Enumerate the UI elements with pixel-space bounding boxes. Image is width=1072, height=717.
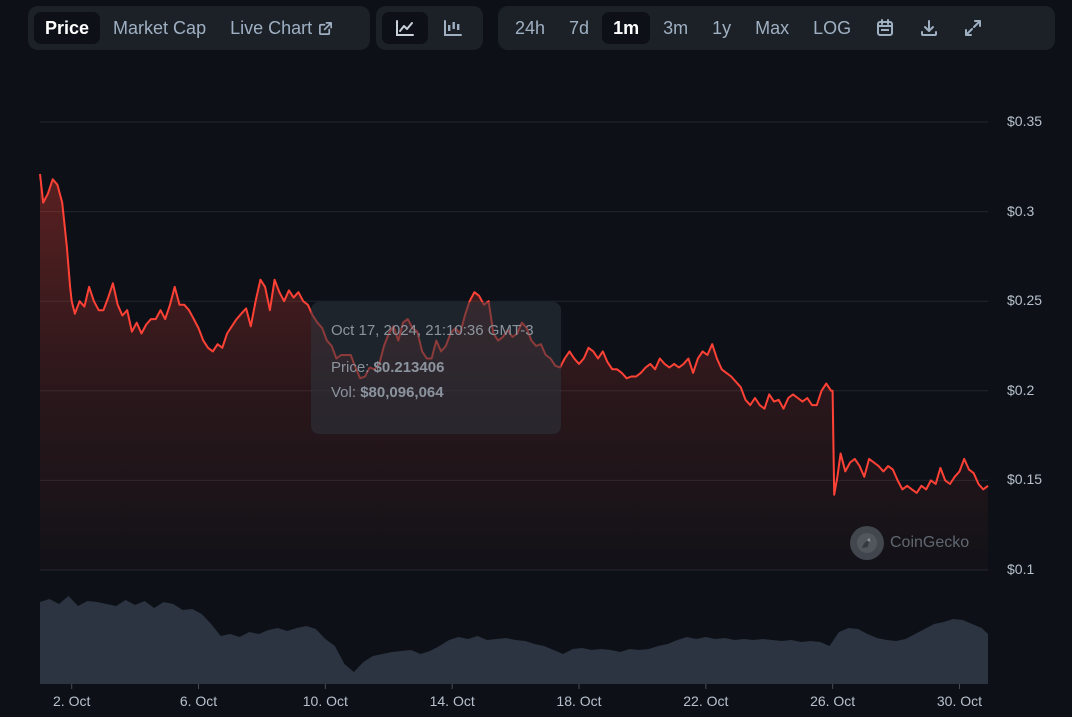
range-3m-button[interactable]: 3m <box>663 17 689 38</box>
chart-tooltip: Oct 17, 2024, 21:10:36 GMT-3 Price: $80,… <box>311 302 561 434</box>
y-axis-tick-label: $0.2 <box>1007 381 1035 398</box>
x-axis-tick-label: 10. Oct <box>302 693 348 709</box>
candlestick-icon <box>443 19 463 37</box>
tab-market-cap[interactable]: Market Cap <box>113 17 207 38</box>
coingecko-watermark: CoinGecko <box>850 526 969 560</box>
x-axis-tick-label: 14. Oct <box>429 693 475 709</box>
fullscreen-button[interactable] <box>952 12 994 44</box>
tooltip-vol-label: Vol: <box>331 384 357 401</box>
tab-live-chart[interactable]: Live Chart <box>219 12 344 44</box>
tab-live-chart-label: Live Chart <box>230 17 313 38</box>
volume-area <box>40 596 988 684</box>
range-max-button[interactable]: Max <box>755 17 790 38</box>
tooltip-price-row: Price: $80,096,064 $0.213406 <box>331 359 541 376</box>
y-axis-tick-label: $0.25 <box>1007 292 1043 309</box>
x-axis-tick-label: 26. Oct <box>810 693 856 709</box>
time-range-controls: 24h 7d 1m 3m 1y Max LOG <box>498 6 1055 50</box>
range-24h-button[interactable]: 24h <box>515 17 546 38</box>
range-1y-button[interactable]: 1y <box>712 17 732 38</box>
chart-type-tabs: Price Market Cap Live Chart <box>28 6 370 50</box>
coingecko-logo-icon <box>850 526 884 560</box>
line-chart-button[interactable] <box>382 12 428 44</box>
tooltip-price-label: Price: <box>331 359 370 376</box>
x-axis-tick-label: 2. Oct <box>53 693 91 709</box>
tooltip-volume-row: Vol: $80,096,064 <box>331 384 541 401</box>
download-icon <box>920 19 938 37</box>
range-1m-button[interactable]: 1m <box>602 12 651 44</box>
y-axis-tick-label: $0.35 <box>1007 113 1043 129</box>
y-axis-tick-label: $0.3 <box>1007 202 1035 219</box>
download-button[interactable] <box>908 12 950 44</box>
x-axis-tick-label: 6. Oct <box>179 693 218 709</box>
range-7d-button[interactable]: 7d <box>569 17 590 38</box>
x-axis-tick-label: 30. Oct <box>936 693 983 709</box>
date-picker-button[interactable] <box>864 12 906 44</box>
candlestick-chart-button[interactable] <box>430 12 476 44</box>
watermark-text: CoinGecko <box>890 534 970 551</box>
y-axis-tick-label: $0.15 <box>1007 471 1043 488</box>
y-axis-tick-label: $0.1 <box>1007 561 1035 577</box>
tooltip-vol-value: $80,096,064 <box>360 384 444 401</box>
tab-price[interactable]: Price <box>34 12 101 44</box>
chart-toolbar: Price Market Cap Live Chart 24h 7d 1m 3m… <box>0 6 1072 52</box>
line-chart-icon <box>395 19 415 37</box>
log-scale-button[interactable]: LOG <box>813 17 852 38</box>
tooltip-date: Oct 17, 2024, 21:10:36 GMT-3 <box>331 322 534 339</box>
tooltip-price: $0.213406 <box>373 359 445 376</box>
calendar-icon <box>876 19 894 37</box>
external-link-icon <box>318 21 333 36</box>
fullscreen-icon <box>964 19 982 37</box>
x-axis-tick-label: 18. Oct <box>556 693 602 709</box>
x-axis-tick-label: 22. Oct <box>683 693 729 709</box>
chart-style-switcher <box>376 6 483 50</box>
